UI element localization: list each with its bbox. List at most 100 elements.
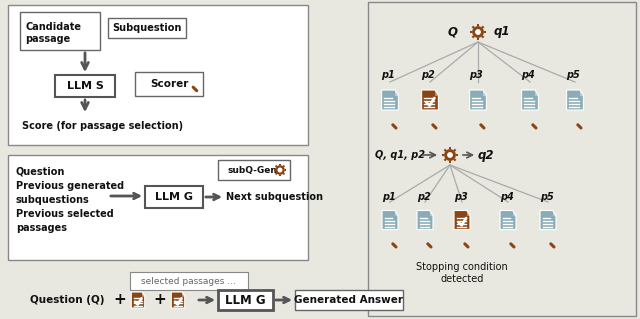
Text: selected passages …: selected passages … [141, 277, 237, 286]
Bar [285, 169, 286, 171]
Polygon shape [435, 90, 438, 95]
Polygon shape [553, 211, 556, 215]
Polygon shape [182, 292, 185, 296]
Text: Subquestion: Subquestion [112, 23, 182, 33]
Polygon shape [429, 211, 433, 215]
Bar [484, 31, 486, 33]
Text: p2: p2 [421, 70, 435, 80]
Polygon shape [500, 211, 516, 229]
Text: subQ-Gen: subQ-Gen [228, 166, 278, 174]
Bar [279, 174, 281, 176]
Text: Previous selected: Previous selected [16, 209, 114, 219]
Bar [456, 154, 458, 156]
Bar [368, 2, 636, 316]
Text: subquestions: subquestions [16, 195, 90, 205]
Bar [444, 149, 447, 152]
Text: Generated Answer: Generated Answer [294, 295, 403, 305]
Bar [8, 5, 308, 145]
Bar [477, 24, 479, 26]
Polygon shape [142, 292, 145, 296]
Polygon shape [381, 90, 398, 110]
Bar [283, 173, 285, 175]
Bar [283, 165, 285, 167]
Text: Previous generated: Previous generated [16, 181, 124, 191]
Polygon shape [131, 292, 145, 308]
Text: Score (for passage selection): Score (for passage selection) [22, 121, 183, 131]
Bar [472, 35, 475, 38]
Bar [145, 186, 203, 208]
Polygon shape [566, 90, 584, 110]
Bar [295, 290, 403, 310]
Bar [279, 164, 281, 166]
Text: p5: p5 [566, 70, 580, 80]
Text: p2: p2 [417, 192, 431, 202]
Text: Q, q1, p2: Q, q1, p2 [375, 150, 425, 160]
Bar [472, 26, 475, 29]
Text: Question (Q): Question (Q) [30, 295, 104, 305]
Bar [275, 173, 277, 175]
Text: p1: p1 [381, 70, 395, 80]
Polygon shape [454, 211, 470, 229]
Text: Q: Q [448, 26, 458, 39]
Polygon shape [467, 211, 470, 215]
Circle shape [278, 168, 282, 172]
Polygon shape [172, 292, 185, 308]
Bar [275, 165, 277, 167]
Text: q1: q1 [494, 26, 511, 39]
Bar [108, 18, 186, 38]
Polygon shape [470, 90, 486, 110]
Bar [449, 147, 451, 149]
Polygon shape [580, 90, 584, 95]
Bar [481, 35, 484, 38]
Text: q2: q2 [478, 149, 495, 161]
Polygon shape [540, 211, 556, 229]
Text: Stopping condition
detected: Stopping condition detected [416, 262, 508, 284]
Bar [449, 161, 451, 163]
Polygon shape [513, 211, 516, 215]
Bar [135, 72, 203, 96]
Bar [218, 160, 290, 180]
Circle shape [276, 166, 284, 174]
Polygon shape [535, 90, 538, 95]
Polygon shape [382, 211, 398, 229]
Bar [444, 158, 447, 161]
Text: p4: p4 [500, 192, 514, 202]
Bar [453, 149, 456, 152]
Bar [477, 38, 479, 40]
Text: Candidate: Candidate [25, 22, 81, 32]
Circle shape [473, 27, 483, 37]
Text: +: + [154, 293, 166, 308]
Polygon shape [522, 90, 538, 110]
Circle shape [445, 150, 455, 160]
Text: Scorer: Scorer [150, 79, 188, 89]
Text: passage: passage [25, 34, 70, 44]
Polygon shape [422, 90, 438, 110]
Text: p5: p5 [540, 192, 554, 202]
Text: p3: p3 [469, 70, 483, 80]
Bar [481, 26, 484, 29]
Bar [8, 155, 308, 260]
Polygon shape [395, 90, 398, 95]
Text: +: + [114, 293, 126, 308]
Bar [470, 31, 472, 33]
Polygon shape [483, 90, 486, 95]
Circle shape [476, 30, 480, 34]
Bar [20, 12, 100, 50]
Text: LLM G: LLM G [225, 293, 266, 307]
Bar [442, 154, 444, 156]
Text: LLM G: LLM G [155, 192, 193, 202]
Text: Question: Question [16, 167, 65, 177]
Polygon shape [417, 211, 433, 229]
Bar [274, 169, 275, 171]
Text: p3: p3 [454, 192, 468, 202]
Bar [130, 272, 248, 290]
Bar [453, 158, 456, 161]
Polygon shape [395, 211, 398, 215]
Bar [55, 75, 115, 97]
Text: LLM S: LLM S [67, 81, 104, 91]
Bar [218, 290, 273, 310]
Text: p1: p1 [382, 192, 396, 202]
Text: passages: passages [16, 223, 67, 233]
Text: p4: p4 [521, 70, 535, 80]
Text: Next subquestion: Next subquestion [226, 192, 323, 202]
